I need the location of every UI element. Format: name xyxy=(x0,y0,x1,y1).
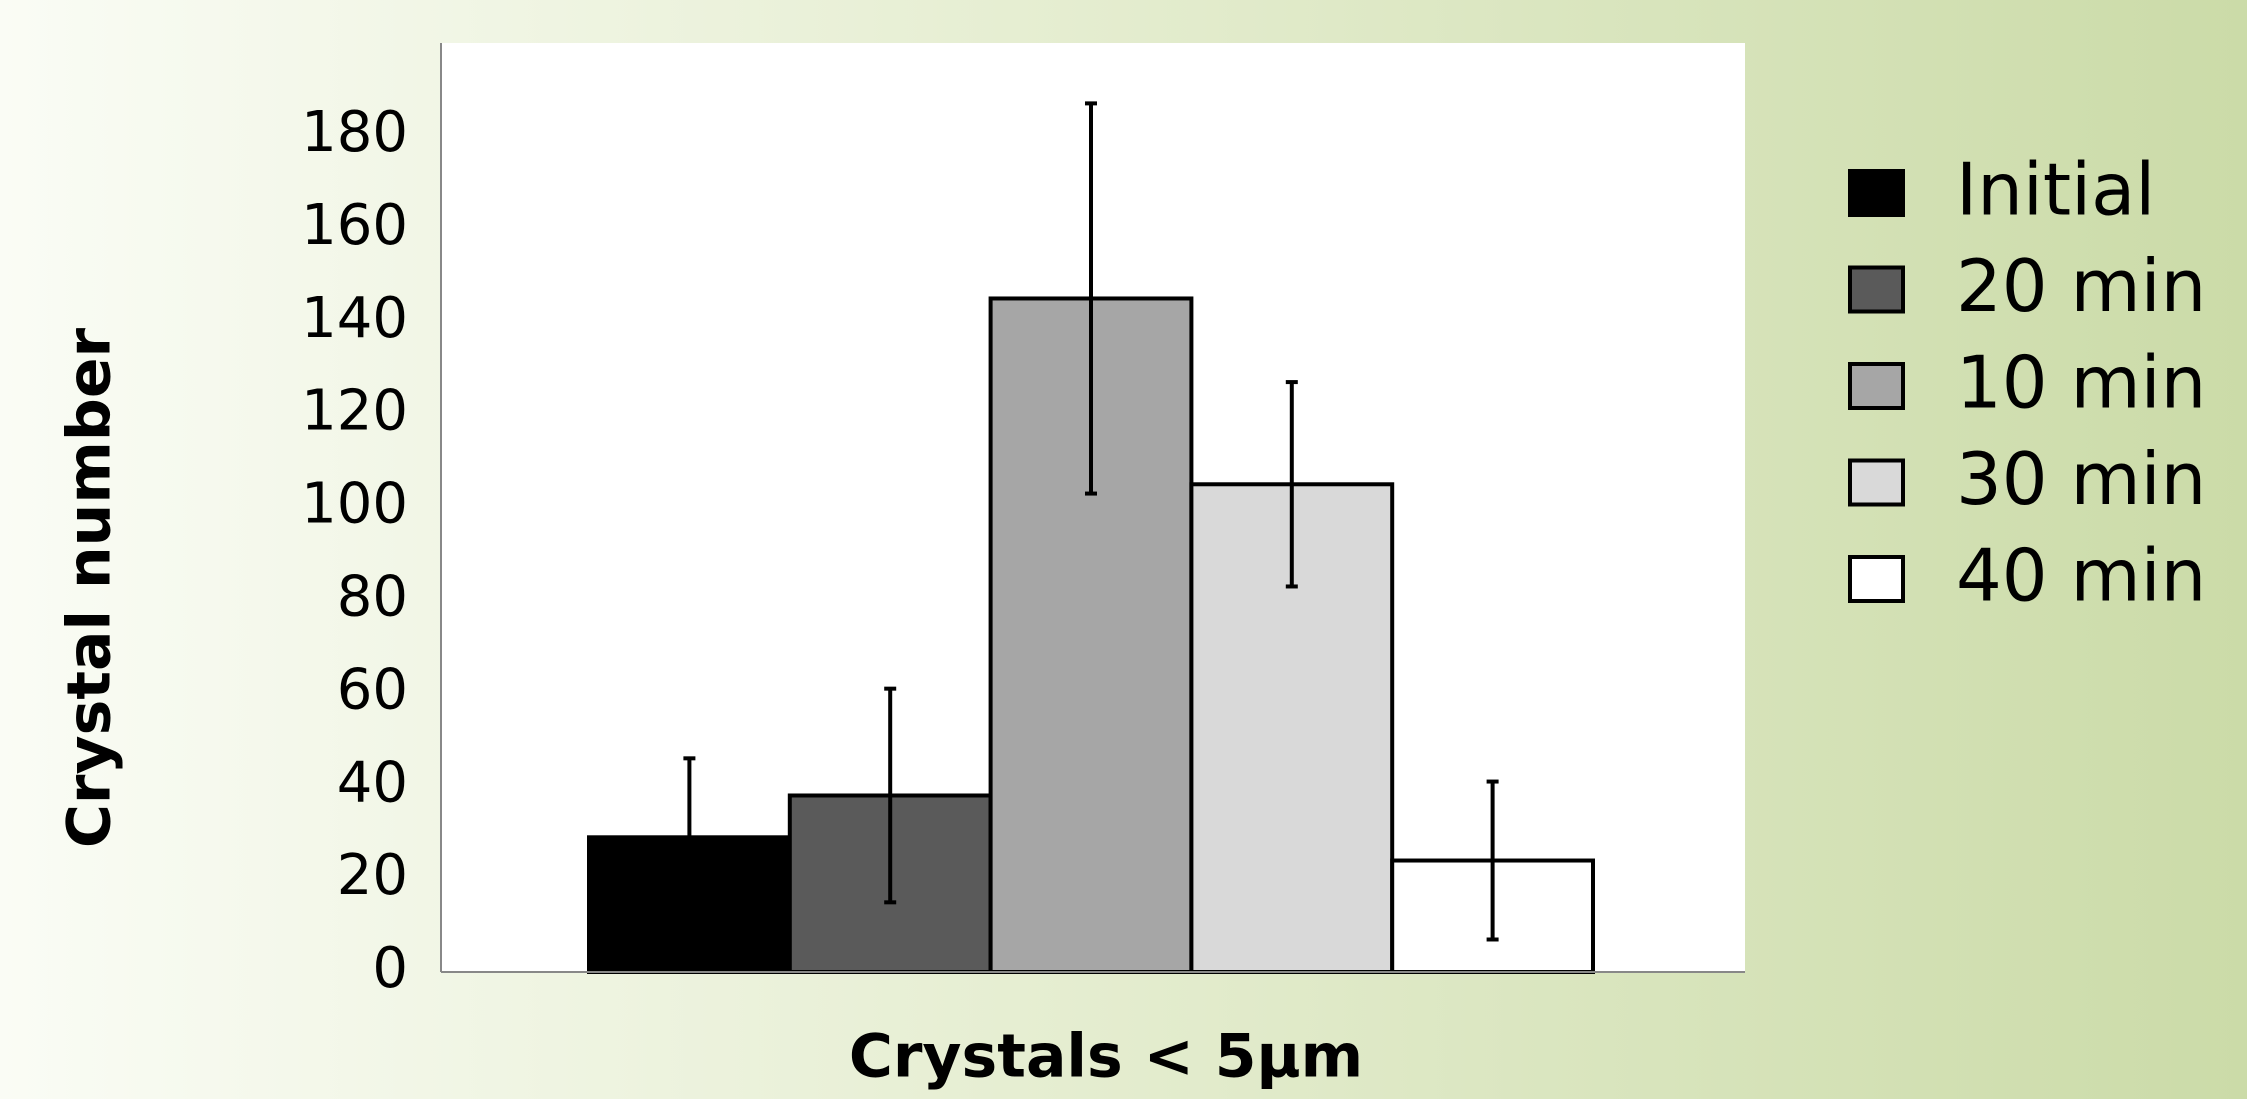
y-tick-label: 20 xyxy=(337,843,408,908)
y-tick-label: 100 xyxy=(301,472,408,537)
legend-label: 40 min xyxy=(1956,534,2206,618)
legend-swatch xyxy=(1848,265,1905,314)
x-axis-title: Crystals < 5μm xyxy=(849,1022,1363,1092)
y-tick-label: 180 xyxy=(301,100,408,165)
legend-swatch xyxy=(1848,458,1905,507)
y-axis-title: Crystal number xyxy=(55,327,125,848)
y-tick-label: 80 xyxy=(337,565,408,630)
legend-label: 10 min xyxy=(1956,341,2206,425)
legend-label: 30 min xyxy=(1956,437,2206,521)
y-tick-label: 60 xyxy=(337,657,408,722)
legend-label: Initial xyxy=(1956,148,2155,232)
y-tick-label: 40 xyxy=(337,750,408,815)
legend-swatch xyxy=(1848,169,1905,217)
y-tick-label: 140 xyxy=(301,286,408,351)
y-tick-label: 120 xyxy=(301,379,408,444)
legend-swatch xyxy=(1848,555,1905,603)
legend-swatch xyxy=(1848,362,1905,410)
legend-label: 20 min xyxy=(1956,244,2206,328)
y-tick-label: 160 xyxy=(301,193,408,258)
y-tick-label: 0 xyxy=(372,936,408,1001)
